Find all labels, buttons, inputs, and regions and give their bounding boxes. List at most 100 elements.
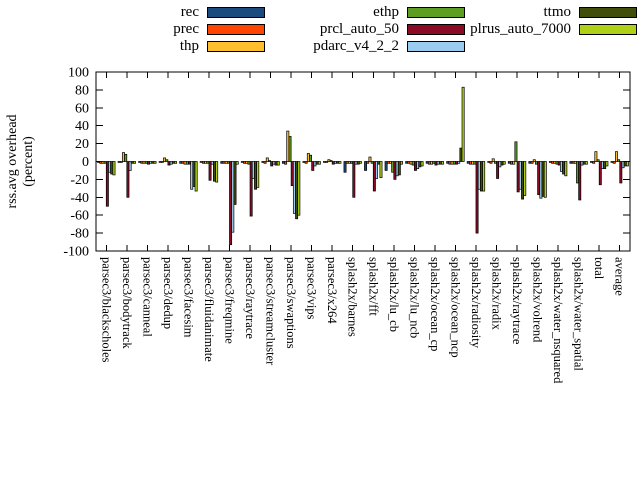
legend-item-prcl_auto_50: prcl_auto_50: [0, 21, 465, 37]
bar-prcl_auto_50: [249, 161, 253, 217]
x-category-label: splash2x/barnes: [346, 257, 360, 337]
x-category-label: parsec3/vips: [305, 257, 319, 320]
x-category-label: parsec3/x264: [325, 257, 339, 324]
x-category-label: splash2x/raytrace: [510, 257, 524, 345]
y-axis-label: (percent): [21, 136, 36, 187]
legend-item-ethp: ethp: [0, 4, 465, 20]
bar-prec: [612, 161, 616, 164]
legend-item-thp: thp: [0, 38, 265, 54]
legend-swatch-rec: [207, 6, 265, 18]
x-category-label: splash2x/lu_cb: [387, 257, 401, 332]
bar-plrus_auto_7000: [441, 161, 445, 165]
bar-prec: [263, 161, 267, 164]
legend-item-plrus_auto_7000: plrus_auto_7000: [0, 21, 637, 37]
legend-item-prec: prec: [0, 21, 265, 37]
y-tick-label: -40: [70, 191, 89, 206]
bar-prcl_auto_50: [578, 161, 582, 201]
x-category-label: parsec3/blackscholes: [99, 257, 113, 363]
bar-plrus_auto_7000: [400, 161, 403, 165]
legend-label: rec: [180, 3, 199, 20]
x-category-label: splash2x/water_nsquared: [551, 257, 565, 384]
bar-plrus_auto_7000: [338, 161, 342, 164]
bar-plrus_auto_7000: [215, 161, 219, 183]
x-category-label: parsec3/bodytrack: [120, 257, 134, 349]
legend-label: prcl_auto_50: [319, 20, 399, 37]
legend-label: ttmo: [543, 3, 571, 20]
legend-item-ttmo: ttmo: [0, 4, 637, 20]
y-tick-label: -20: [70, 173, 89, 188]
bar-pdarc_v4_2_2: [128, 161, 132, 171]
legend-swatch-prcl_auto_50: [407, 23, 465, 35]
y-tick-label: 60: [75, 101, 89, 116]
bar-ethp: [309, 154, 313, 162]
bar-ethp: [288, 136, 292, 162]
bar-pdarc_v4_2_2: [375, 161, 379, 179]
bar-prcl_auto_50: [208, 161, 212, 181]
bar-prec: [325, 161, 329, 163]
x-category-label: parsec3/freqmine: [223, 257, 237, 344]
x-category-label: parsec3/dedup: [161, 257, 175, 329]
bar-plrus_auto_7000: [461, 86, 465, 162]
legend-swatch-pdarc_v4_2_2: [407, 40, 465, 52]
bar-plrus_auto_7000: [523, 161, 527, 196]
x-category-label: splash2x/fft: [366, 257, 380, 316]
bar-prcl_auto_50: [496, 161, 500, 179]
bar-thp: [532, 159, 536, 162]
bar-rec: [364, 161, 368, 171]
legend-label: thp: [179, 37, 199, 54]
y-tick-label: 40: [75, 119, 89, 134]
legend-swatch-thp: [207, 40, 265, 52]
bar-prec: [284, 161, 288, 165]
bar-ethp: [329, 160, 333, 162]
bar-ethp: [124, 153, 128, 162]
bar-plrus_auto_7000: [174, 161, 178, 164]
legend-swatch-plrus_auto_7000: [579, 23, 637, 35]
bar-prec: [592, 161, 596, 164]
y-tick-label: 0: [82, 155, 89, 170]
bar-ethp: [165, 159, 169, 162]
x-category-label: parsec3/streamcluster: [264, 257, 278, 366]
bar-prec: [160, 161, 164, 163]
bar-plrus_auto_7000: [317, 161, 321, 165]
bar-plrus_auto_7000: [584, 161, 588, 165]
x-category-label: parsec3/canneal: [140, 257, 154, 337]
y-tick-label: -60: [70, 209, 89, 224]
bar-plrus_auto_7000: [235, 161, 239, 165]
bar-plrus_auto_7000: [194, 161, 198, 192]
x-category-label: splash2x/volrend: [531, 257, 545, 343]
bar-plrus_auto_7000: [543, 161, 547, 198]
bar-prcl_auto_50: [475, 161, 479, 234]
legend-swatch-ttmo: [579, 6, 637, 18]
bar-prcl_auto_50: [105, 161, 109, 207]
y-tick-label: -80: [70, 227, 89, 242]
legend-swatch-ethp: [407, 6, 465, 18]
y-tick-label: 80: [75, 83, 89, 98]
bar-plrus_auto_7000: [379, 161, 383, 178]
bar-prcl_auto_50: [619, 161, 623, 184]
bar-rec: [384, 161, 388, 171]
bar-plrus_auto_7000: [502, 161, 506, 165]
bar-thp: [512, 161, 516, 165]
bar-ethp: [596, 159, 600, 162]
bar-plrus_auto_7000: [112, 161, 116, 176]
bar-plrus_auto_7000: [358, 161, 362, 164]
legend-label: pdarc_v4_2_2: [313, 37, 399, 54]
x-category-label: average: [613, 257, 627, 296]
bar-thp: [368, 156, 372, 162]
bar-prec: [530, 161, 534, 164]
bar-plrus_auto_7000: [605, 161, 609, 167]
x-category-label: splash2x/ocean_ncp: [448, 257, 462, 358]
bar-rec: [343, 161, 347, 173]
x-category-label: total: [592, 257, 606, 280]
bar-prec: [119, 161, 123, 163]
y-tick-label: 20: [75, 137, 89, 152]
bar-thp: [265, 157, 269, 162]
x-category-label: parsec3/fluidanimate: [202, 257, 216, 362]
legend-label: prec: [173, 20, 199, 37]
legend: rec prec thp ethp prcl_auto_50 pdarc_v4_2_2 tt…: [0, 0, 640, 60]
x-category-label: splash2x/radiosity: [469, 257, 483, 349]
y-tick-label: 100: [68, 66, 89, 81]
x-category-label: splash2x/lu_ncb: [407, 257, 421, 338]
bar-plrus_auto_7000: [153, 161, 157, 164]
